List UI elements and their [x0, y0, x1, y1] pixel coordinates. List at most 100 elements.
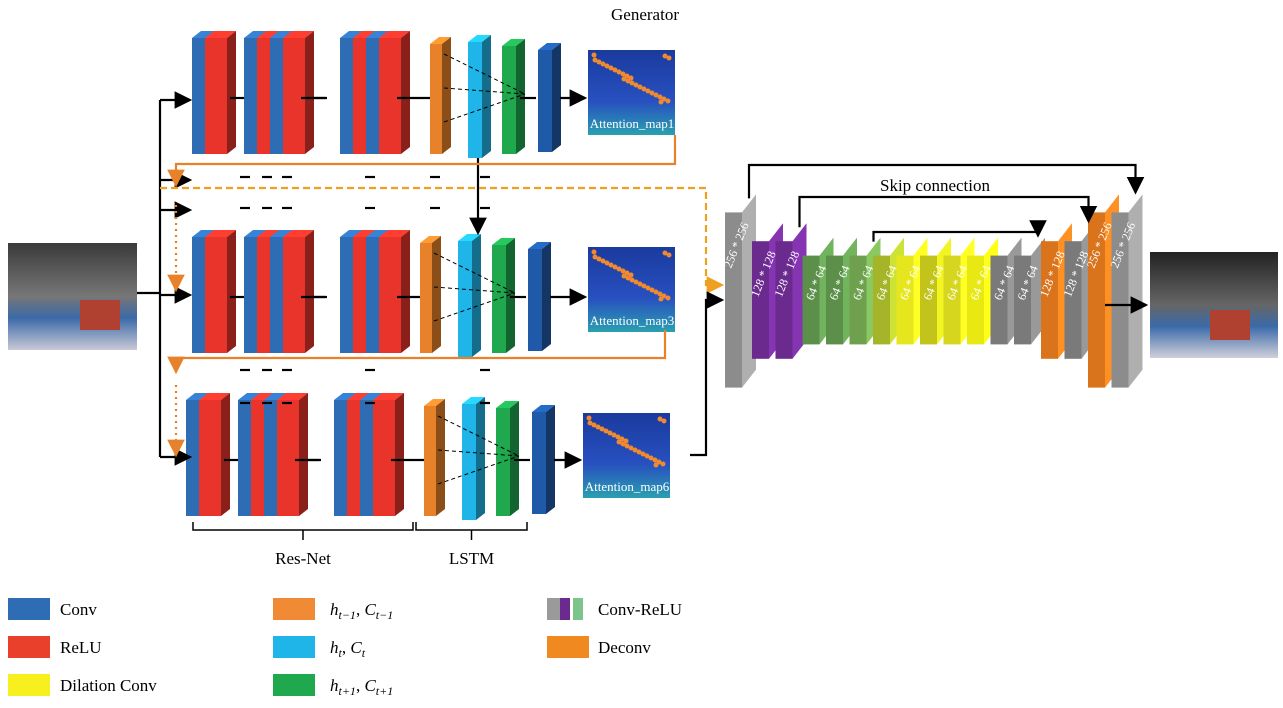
- bracket: [416, 522, 527, 530]
- attention-dot: [622, 274, 627, 279]
- lstm-cur-side: [476, 397, 485, 520]
- legend-swatch: [8, 636, 50, 658]
- relu-slab-side: [395, 393, 404, 516]
- relu-slab-side: [401, 230, 410, 353]
- legend-sep: ,: [356, 676, 365, 695]
- legend-var: C: [350, 638, 362, 657]
- attention-dot: [592, 53, 597, 58]
- legend-swatch: [547, 598, 560, 620]
- lstm-cur-side: [482, 35, 491, 158]
- conv-slab-side: [546, 405, 555, 514]
- relu-slab: [373, 400, 395, 516]
- legend-swatch: [560, 598, 570, 620]
- input-image-detail: [80, 300, 120, 330]
- legend-swatch: [273, 674, 315, 696]
- legend-sub: t−1: [339, 608, 356, 622]
- bracket: [193, 522, 413, 530]
- legend-var: h: [330, 676, 339, 695]
- legend-sub: t+1: [376, 684, 393, 698]
- lstm-cur-side: [472, 234, 481, 357]
- relu-slab: [379, 38, 401, 154]
- input-image: [8, 243, 137, 350]
- legend-sub: t: [362, 646, 366, 660]
- lstm-cur: [458, 241, 472, 357]
- relu-slab-side: [299, 393, 308, 516]
- legend-label: ReLU: [60, 638, 102, 657]
- legend-label: Conv: [60, 600, 97, 619]
- legend-swatch: [273, 598, 315, 620]
- conv-slab: [528, 249, 542, 351]
- attention-dot: [659, 100, 664, 105]
- legend-swatch: [8, 674, 50, 696]
- legend-var: h: [330, 638, 339, 657]
- legend-sub: t−1: [376, 608, 393, 622]
- skip-arrow: [800, 197, 1089, 227]
- relu-slab-side: [305, 230, 314, 353]
- lstm-cur: [462, 404, 476, 520]
- legend-label: Dilation Conv: [60, 676, 157, 695]
- relu-slab: [277, 400, 299, 516]
- attention-dot: [588, 421, 593, 426]
- relu-slab-side: [305, 31, 314, 154]
- attention-dot: [622, 77, 627, 82]
- lstm-next: [492, 245, 506, 353]
- attention-label: Attention_map6: [585, 479, 670, 494]
- attention-dot: [593, 255, 598, 260]
- legend-label: ht−1, Ct−1: [330, 600, 393, 622]
- legend-label: Deconv: [598, 638, 651, 657]
- attention-dot: [587, 416, 592, 421]
- lstm-prev-side: [432, 236, 441, 353]
- group-label: LSTM: [449, 549, 494, 568]
- skip-label: Skip connection: [880, 176, 991, 195]
- relu-slab: [283, 38, 305, 154]
- relu-slab: [205, 237, 227, 353]
- legend-swatch: [8, 598, 50, 620]
- group-label: Res-Net: [275, 549, 331, 568]
- attention-dot: [592, 250, 597, 255]
- conv-slab: [538, 50, 552, 152]
- attention-dot: [663, 251, 668, 256]
- relu-slab-side: [401, 31, 410, 154]
- attention-dot: [617, 440, 622, 445]
- legend-var: C: [364, 600, 376, 619]
- relu-slab: [205, 38, 227, 154]
- relu-slab: [283, 237, 305, 353]
- attention-label: Attention_map1: [590, 116, 675, 131]
- legend-swatch: [547, 636, 589, 658]
- lstm-prev: [424, 406, 436, 516]
- output-image: [1150, 252, 1278, 358]
- legend-label: ht, Ct: [330, 638, 366, 660]
- lstm-prev: [420, 243, 432, 353]
- arrow: [690, 300, 722, 455]
- attention-dot: [654, 463, 659, 468]
- conv-slab-side: [542, 242, 551, 351]
- legend-var: C: [364, 676, 376, 695]
- lstm-prev-side: [436, 399, 445, 516]
- legend-sep: ,: [342, 638, 351, 657]
- legend-sep: ,: [356, 600, 365, 619]
- attention-dot: [659, 297, 664, 302]
- output-image-detail: [1210, 310, 1250, 340]
- relu-slab: [199, 400, 221, 516]
- legend-label: Conv-ReLU: [598, 600, 682, 619]
- attention-dot: [593, 58, 598, 63]
- conv-slab: [532, 412, 546, 514]
- lstm-prev-side: [442, 37, 451, 154]
- skip-arrow: [874, 232, 1039, 242]
- attention-label: Attention_map3: [590, 313, 675, 328]
- legend-swatch: [273, 636, 315, 658]
- legend-swatch: [573, 598, 583, 620]
- attention-dot: [663, 54, 668, 59]
- conv-slab-side: [552, 43, 561, 152]
- relu-slab-side: [221, 393, 230, 516]
- lstm-next: [502, 46, 516, 154]
- relu-slab-side: [227, 31, 236, 154]
- legend-var: h: [330, 600, 339, 619]
- generator-title: Generator: [611, 5, 679, 24]
- lstm-next: [496, 408, 510, 516]
- attention-dot: [658, 417, 663, 422]
- legend-sub: t+1: [339, 684, 356, 698]
- lstm-prev: [430, 44, 442, 154]
- relu-slab: [379, 237, 401, 353]
- lstm-cur: [468, 42, 482, 158]
